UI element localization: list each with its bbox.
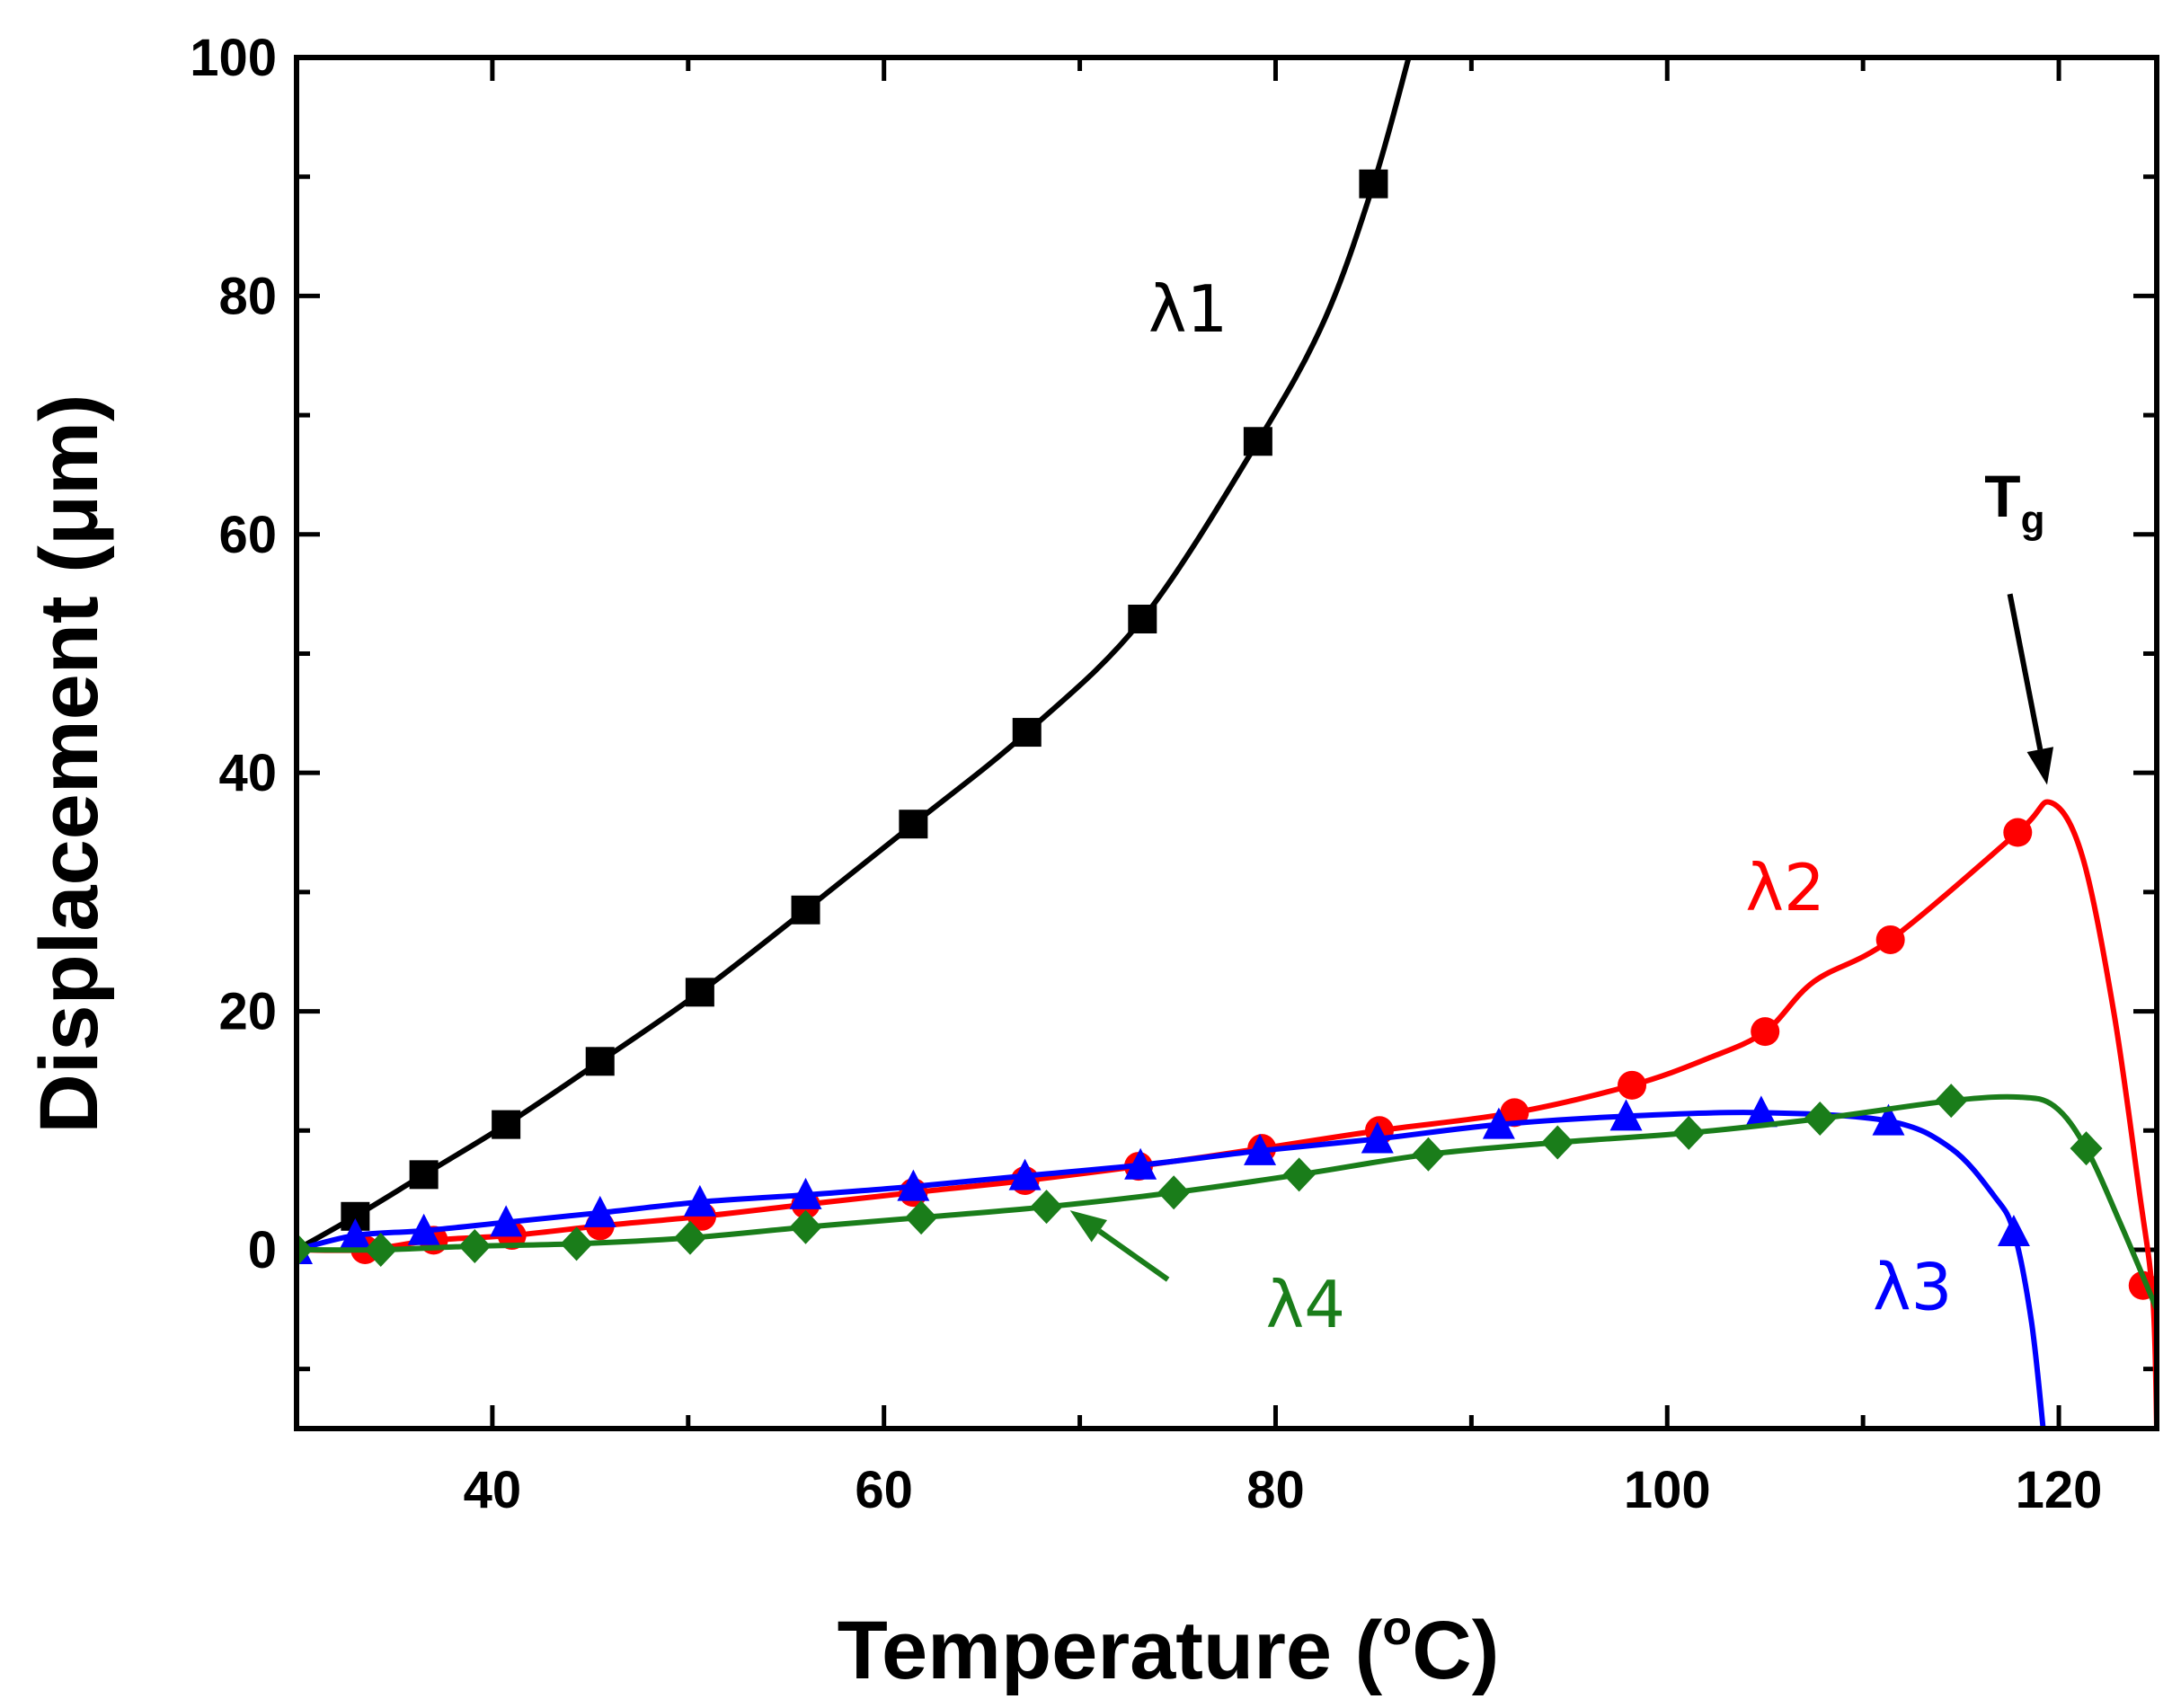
lambda4-point — [560, 1226, 593, 1261]
lambda3-point — [339, 1218, 372, 1251]
l4-arrow-shaft — [1097, 1228, 1170, 1282]
lambda3-point — [683, 1184, 716, 1217]
lambda4-point — [1412, 1137, 1445, 1172]
label-l3-base: λ — [1873, 1249, 1911, 1324]
label-l2-base: λ — [1745, 850, 1784, 925]
lambda3-point — [1872, 1103, 1905, 1136]
series-layer — [297, 58, 2157, 1429]
lambda4-point — [789, 1209, 822, 1244]
lambda3-point — [1997, 1215, 2030, 1247]
x-tick-label: 40 — [464, 1461, 522, 1519]
lambda4-point — [1030, 1190, 1063, 1225]
label-tg-sub: g — [2021, 498, 2045, 542]
lambda3-point — [1361, 1121, 1394, 1154]
lambda3-point — [490, 1205, 523, 1237]
label-l4-sub: 4 — [1304, 1267, 1345, 1342]
lambda3-point — [1609, 1099, 1643, 1131]
lambda3-point — [1124, 1147, 1157, 1180]
lambda1-point — [791, 895, 820, 925]
lambda4-point — [2070, 1131, 2103, 1166]
lambda4-point — [458, 1228, 492, 1263]
lambda2-point — [1751, 1017, 1780, 1047]
lambda4-point — [1804, 1101, 1837, 1136]
y-axis-title-unit: μm) — [23, 394, 115, 545]
lambda3-point — [1482, 1107, 1515, 1139]
lambda3-point — [789, 1177, 822, 1209]
label-tg: Tg — [1984, 463, 2044, 542]
y-tick-label: 0 — [248, 1221, 277, 1279]
lambda1-point — [1012, 718, 1042, 748]
lambda1-point — [1243, 427, 1272, 456]
y-tick-label: 40 — [218, 744, 277, 802]
lambda2-point — [1875, 925, 1905, 954]
lambda4-point — [1541, 1125, 1574, 1160]
series-lambda4 — [297, 1084, 2157, 1311]
y-tick-label: 60 — [218, 506, 277, 564]
lambda4-point — [364, 1232, 397, 1267]
lambda2-point — [1500, 1098, 1529, 1128]
y-tick-label: 100 — [190, 29, 277, 87]
x-axis-title-degree: o — [1382, 1601, 1412, 1655]
lambda3-point — [583, 1195, 616, 1227]
x-tick-label: 100 — [1624, 1461, 1711, 1519]
y-tick-label: 20 — [218, 983, 277, 1041]
series-lambda1 — [297, 58, 1412, 1252]
label-l2: λ2 — [1745, 850, 1824, 925]
lambda1-point — [492, 1110, 521, 1139]
lambda2-point — [1618, 1070, 1647, 1100]
lambda1-point — [899, 810, 928, 839]
x-tick-label: 80 — [1246, 1461, 1305, 1519]
lambda4-point — [1935, 1084, 1968, 1119]
label-l4-base: λ — [1266, 1267, 1305, 1342]
lambda4-point — [297, 1232, 313, 1267]
y-axis-title-main: Displacement ( — [23, 545, 115, 1134]
lambda3-point — [1744, 1095, 1778, 1128]
label-l3-sub: 3 — [1911, 1249, 1953, 1324]
lambda3-point — [1244, 1133, 1277, 1165]
x-axis-title-main: Temperature ( — [838, 1605, 1383, 1696]
label-l1-base: λ — [1148, 271, 1187, 347]
lambda3-point — [1008, 1158, 1042, 1190]
tg-arrow-shaft — [2007, 593, 2044, 750]
lambda2-point — [2003, 818, 2033, 847]
lambda1-point — [585, 1047, 615, 1076]
x-axis-title-unit: C) — [1412, 1605, 1499, 1696]
label-l2-sub: 2 — [1784, 850, 1825, 925]
lambda4-point — [1282, 1157, 1316, 1192]
y-axis-title: Displacement (μm) — [23, 394, 115, 1133]
tick-labels: 40 60 80 100 120 0 20 40 60 80 100 — [190, 29, 2102, 1519]
l4-arrow — [1069, 1210, 1170, 1282]
label-l1: λ1 — [1148, 271, 1228, 347]
tg-arrow-head — [2026, 747, 2054, 785]
l4-arrow-head — [1069, 1210, 1108, 1243]
tg-arrow — [2007, 593, 2054, 785]
lambda3-point — [407, 1213, 440, 1245]
lambda4-point — [1672, 1115, 1706, 1150]
label-l3: λ3 — [1873, 1249, 1952, 1324]
lambda4-point — [673, 1220, 706, 1255]
x-axis-title: Temperature (oC) — [838, 1601, 1500, 1696]
lambda4-point — [905, 1200, 938, 1235]
label-tg-base: T — [1984, 463, 2020, 529]
y-tick-label: 80 — [218, 267, 277, 325]
lambda1-point — [685, 978, 714, 1007]
lambda4-line — [297, 1093, 2157, 1311]
lambda1-point — [1128, 604, 1157, 633]
label-l1-sub: 1 — [1186, 271, 1228, 347]
label-l4: λ4 — [1266, 1267, 1345, 1342]
lambda4-point — [1157, 1175, 1191, 1210]
lambda1-point — [409, 1160, 439, 1190]
plot-frame — [294, 55, 2159, 1431]
x-tick-label: 60 — [855, 1461, 913, 1519]
x-tick-label: 120 — [2016, 1461, 2103, 1519]
lambda3-point — [897, 1169, 930, 1201]
lambda1-point — [1359, 169, 1388, 199]
